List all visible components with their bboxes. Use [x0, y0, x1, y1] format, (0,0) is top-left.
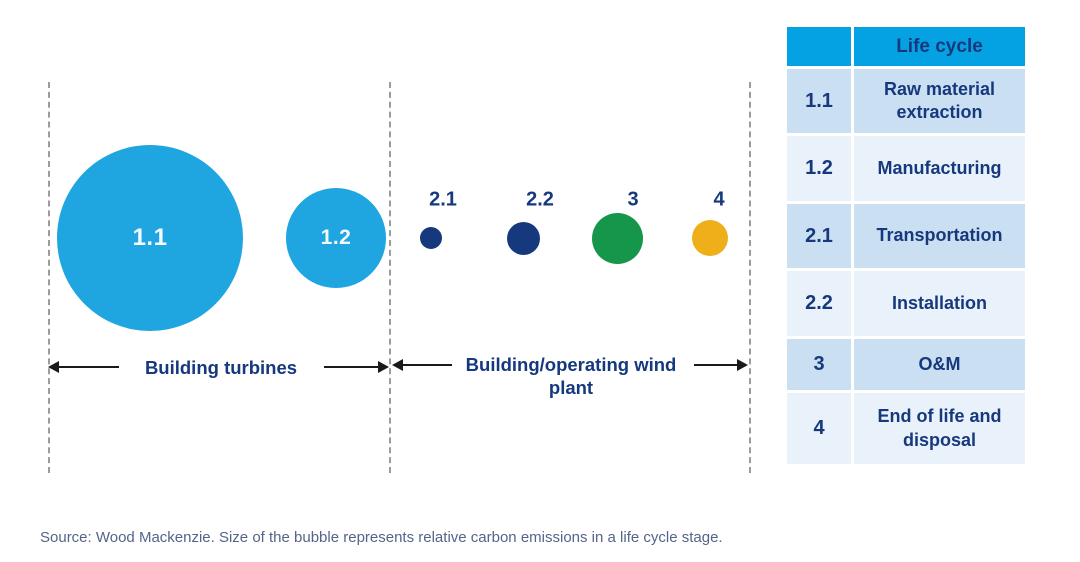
divider-dashed-left: [48, 82, 50, 473]
table-row-id-2.1: 2.1: [787, 204, 851, 268]
bubble-4: [692, 220, 728, 256]
bubble-label-4: 4: [713, 188, 725, 211]
table-row-id-1.1: 1.1: [787, 69, 851, 133]
arrow-left-icon: [392, 359, 403, 371]
source-note: Source: Wood Mackenzie. Size of the bubb…: [40, 529, 723, 546]
divider-dashed-right: [749, 82, 751, 473]
bubble-2.1: [420, 227, 442, 249]
table-row-label-2.2: Installation: [854, 271, 1025, 336]
table-row-label-1.1: Raw material extraction: [854, 69, 1025, 133]
table-row-id-1.2: 1.2: [787, 136, 851, 201]
bubble-label-1.1: 1.1: [132, 224, 168, 251]
bubble-2.2: [506, 221, 540, 255]
table-header-id-cell: [787, 27, 851, 66]
arrow-line: [324, 366, 379, 368]
table-row-id-4: 4: [787, 393, 851, 464]
table-row-label-2.1: Transportation: [854, 204, 1025, 268]
arrow-line: [401, 364, 452, 366]
arrow-right-icon: [737, 359, 748, 371]
life-cycle-table: Life cycle 1.1 Raw material extraction 1.2…: [787, 27, 1025, 464]
table-row-id-3: 3: [787, 339, 851, 390]
bubble-label-2.2: 2.2: [526, 188, 554, 211]
table-row-label-3: O&M: [854, 339, 1025, 390]
bubble-label-2.1: 2.1: [429, 188, 457, 211]
arrow-line: [57, 366, 119, 368]
group-label-building-operating-wind-plant: Building/operating wind plant: [465, 354, 677, 398]
table-header-life-cycle: Life cycle: [854, 27, 1025, 66]
arrow-line: [694, 364, 738, 366]
bubble-1.1: 1.1: [57, 145, 243, 331]
bubble-3: [591, 212, 643, 264]
bubble-label-3: 3: [627, 188, 639, 211]
divider-dashed-middle: [389, 82, 391, 473]
table-row-label-1.2: Manufacturing: [854, 136, 1025, 201]
bubble-1.2: 1.2: [286, 188, 386, 288]
bubble-label-1.2: 1.2: [320, 226, 352, 249]
group-label-building-turbines: Building turbines: [144, 357, 298, 378]
table-row-id-2.2: 2.2: [787, 271, 851, 336]
table-row-label-4: End of life and disposal: [854, 393, 1025, 464]
arrow-right-icon: [378, 361, 389, 373]
arrow-left-icon: [48, 361, 59, 373]
